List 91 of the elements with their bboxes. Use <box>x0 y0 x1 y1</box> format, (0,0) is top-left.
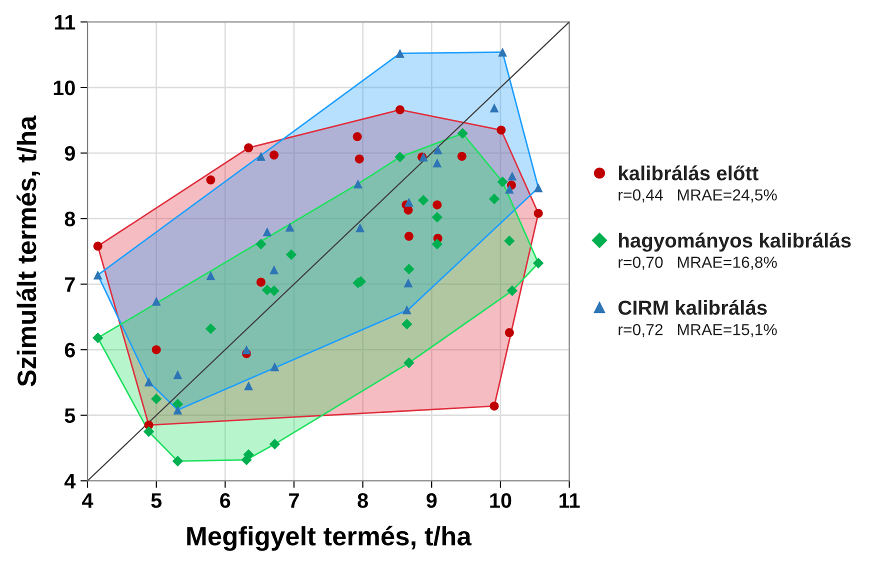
point <box>432 158 442 168</box>
point <box>256 152 266 161</box>
point <box>270 265 279 274</box>
point <box>243 449 254 460</box>
point <box>504 184 514 194</box>
point <box>432 238 443 250</box>
point <box>402 305 412 314</box>
y-tick-label: 6 <box>64 342 75 358</box>
point <box>488 194 500 204</box>
point <box>173 406 182 415</box>
point <box>93 242 102 251</box>
point <box>172 398 184 410</box>
y-tick-label: 9 <box>64 146 75 161</box>
point <box>152 345 161 354</box>
point <box>92 332 104 344</box>
text: r=0,44 MRAE=24,5% <box>618 189 777 202</box>
point <box>262 227 272 236</box>
point <box>173 370 182 380</box>
point <box>432 212 443 223</box>
point <box>504 236 515 246</box>
point <box>206 271 216 280</box>
point <box>404 357 414 368</box>
point <box>457 152 466 161</box>
point <box>150 393 162 404</box>
y-axis-title: Szimulált termés, t/ha <box>16 116 40 386</box>
point <box>270 150 279 160</box>
y-tick-label: 8 <box>64 212 76 226</box>
point <box>496 126 506 135</box>
y-tick-label: 7 <box>65 277 75 292</box>
point <box>206 175 216 184</box>
point <box>404 206 413 215</box>
point <box>504 328 514 338</box>
point <box>508 171 517 180</box>
point <box>490 402 499 411</box>
point <box>268 285 280 296</box>
x-tick-label: 7 <box>289 493 299 508</box>
point <box>242 345 252 354</box>
point <box>256 238 266 250</box>
y-tick-label: 10 <box>54 80 75 96</box>
point <box>497 176 508 188</box>
y-tick-label: 5 <box>64 408 76 424</box>
legend-label: hagyományos kalibrálás <box>619 232 851 252</box>
point <box>404 278 413 288</box>
point <box>395 48 404 58</box>
point <box>404 232 414 241</box>
point <box>143 426 154 438</box>
y-tick-label: 4 <box>64 474 76 488</box>
point <box>144 377 154 386</box>
point <box>354 154 364 164</box>
point <box>532 258 544 269</box>
point <box>394 152 406 162</box>
point <box>269 438 280 450</box>
point <box>401 318 412 330</box>
point <box>354 179 362 188</box>
point <box>498 48 508 57</box>
text: r=0,70 MRAE=16,8% <box>618 256 777 270</box>
point <box>418 194 429 206</box>
x-tick-label: 9 <box>426 493 437 508</box>
point <box>534 208 543 218</box>
point <box>93 270 102 280</box>
point <box>490 103 499 112</box>
x-tick-label: 11 <box>560 493 580 508</box>
point <box>285 222 294 232</box>
legend-label: kalibrálás előtt <box>619 165 758 180</box>
point <box>256 278 266 287</box>
point <box>205 323 216 334</box>
x-tick-label: 10 <box>490 493 512 508</box>
x-tick-label: 4 <box>82 493 94 508</box>
point <box>534 183 543 192</box>
point <box>506 285 518 296</box>
point <box>432 200 442 210</box>
point <box>286 249 297 260</box>
point <box>356 223 365 232</box>
point <box>404 264 414 274</box>
point <box>152 296 161 306</box>
point <box>404 198 414 207</box>
legend-label: CIRM kalibrálás <box>618 300 767 315</box>
point <box>352 132 362 142</box>
x-tick-label: 6 <box>220 493 230 508</box>
x-tick-label: 8 <box>358 493 368 508</box>
x-tick-label: 5 <box>151 493 162 508</box>
point <box>457 128 468 139</box>
point <box>395 105 404 114</box>
y-tick-label: 11 <box>55 15 76 30</box>
point <box>244 143 254 152</box>
point <box>172 456 184 467</box>
x-axis-title: Megfigyelt termés, t/ha <box>187 526 472 551</box>
point <box>244 381 254 390</box>
point <box>270 362 280 372</box>
text: r=0,72 MRAE=15,1% <box>618 324 777 338</box>
point <box>433 145 442 154</box>
